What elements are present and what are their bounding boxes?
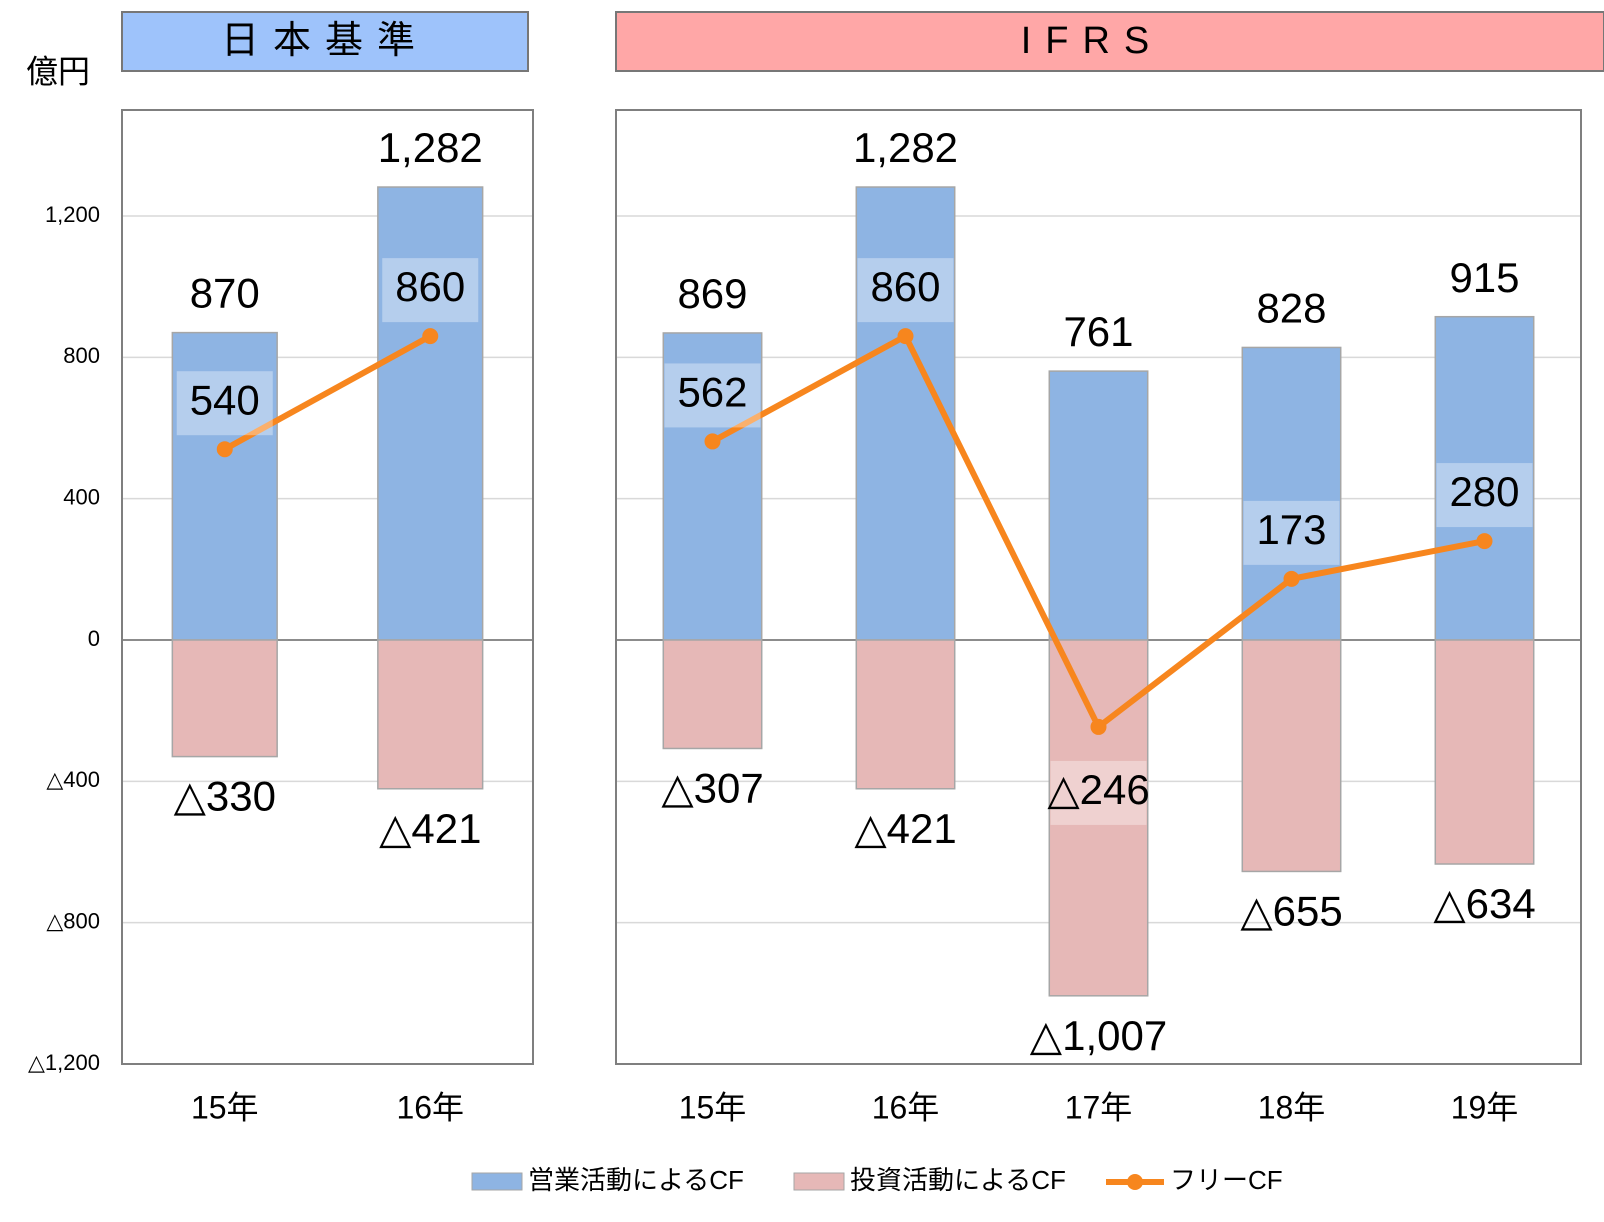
label-bg [664,363,761,428]
x-tick-label: 19年 [1451,1089,1519,1125]
plot-frame [121,109,534,1065]
line-point [1283,570,1300,587]
bar [662,639,763,750]
legend-label: 営業活動によるCF [528,1165,744,1195]
legend-swatch [793,1172,845,1191]
data-label: 915 [1449,254,1519,301]
line-point [1090,718,1107,735]
line-point [1476,533,1493,550]
data-label: △1,007 [1030,1012,1167,1059]
line-point [422,328,439,345]
line-point [897,328,914,345]
line-point [704,433,721,450]
data-label: 860 [870,263,940,310]
data-label: 828 [1256,285,1326,332]
label-bg [176,371,273,436]
label-bg [857,258,954,323]
legend-dot [1127,1174,1143,1190]
bar [662,332,763,641]
x-tick-label: 17年 [1065,1089,1133,1125]
bar [1241,639,1342,873]
x-tick-label: 15年 [191,1089,259,1125]
bar [377,186,484,641]
data-label: △655 [1240,888,1342,935]
bar [1241,346,1342,641]
data-label: △421 [854,805,956,852]
data-label: 173 [1256,506,1326,553]
y-tick-label: △400 [46,767,100,792]
legend-label: フリーCF [1170,1165,1283,1195]
data-label: 860 [395,263,465,310]
data-label: △307 [661,765,763,812]
data-label: △421 [379,805,481,852]
label-bg [382,258,479,323]
y-tick-label: 400 [63,484,100,509]
data-label: 869 [677,270,747,317]
bar [1434,639,1535,865]
y-tick-label: 0 [88,626,100,651]
x-tick-label: 16年 [396,1089,464,1125]
bar [377,639,484,790]
bar [171,639,278,758]
data-label: 761 [1063,308,1133,355]
data-label: 562 [677,369,747,416]
legend-swatch [471,1172,523,1191]
y-tick-label: △1,200 [28,1050,100,1075]
line-point [216,441,233,458]
x-tick-label: 15年 [679,1089,747,1125]
panel-header [121,11,529,72]
y-axis-label: 億円 [26,53,90,89]
data-label: △634 [1433,880,1535,927]
y-tick-label: 800 [63,343,100,368]
panel-title: IFRS [1021,20,1164,62]
line [223,333,432,452]
x-tick-label: 16年 [872,1089,940,1125]
y-tick-label: △800 [46,908,100,933]
label-bg [1050,760,1147,825]
data-label: 280 [1449,468,1519,515]
panel-header [615,11,1604,72]
bar [855,639,956,790]
bar [1434,315,1535,641]
panel-title: 日本基準 [221,20,429,62]
bar [171,331,278,641]
plot-frame [615,109,1582,1065]
label-bg [1243,500,1340,565]
label-bg [1436,463,1533,528]
data-label: 540 [190,376,260,423]
data-label: 870 [190,270,260,317]
data-label: △246 [1047,766,1149,813]
data-label: 1,282 [378,124,483,171]
legend-label: 投資活動によるCF [850,1165,1066,1195]
data-label: △330 [174,773,276,820]
y-tick-label: 1,200 [45,202,100,227]
bar [855,186,956,641]
bar [1048,370,1149,641]
x-tick-label: 18年 [1258,1089,1326,1125]
data-label: 1,282 [853,124,958,171]
